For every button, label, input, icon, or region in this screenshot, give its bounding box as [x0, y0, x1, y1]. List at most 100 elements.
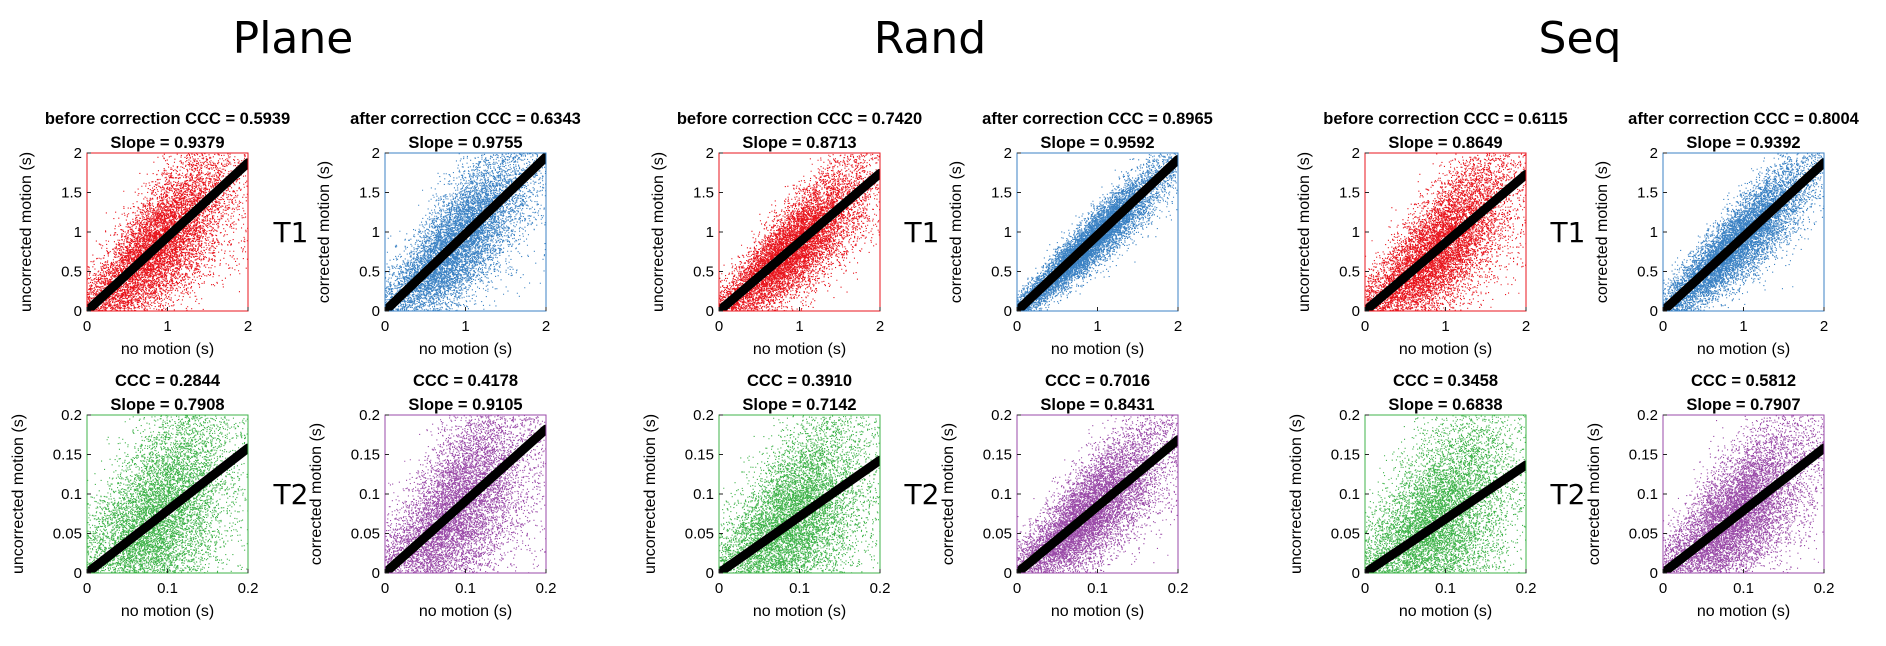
y-axis-label: corrected motion (s): [316, 161, 333, 303]
fit-line: [87, 163, 248, 311]
y-axis-label: uncorrected motion (s): [10, 414, 27, 574]
x-tick-label: 0: [1013, 580, 1021, 597]
x-tick-label: 0.2: [238, 580, 259, 597]
y-tick-label: 1: [706, 224, 714, 241]
panel-title-slope: Slope = 0.7142: [742, 396, 856, 414]
row-label-t2: T2: [1550, 478, 1586, 511]
y-tick-label: 1.5: [61, 185, 82, 202]
y-axis-label: uncorrected motion (s): [650, 152, 667, 312]
x-tick-label: 0: [1361, 318, 1369, 335]
panel-title-ccc: CCC = 0.3910: [747, 372, 852, 390]
x-tick-label: 0: [381, 580, 389, 597]
x-tick-label: 0.2: [870, 580, 891, 597]
x-tick-label: 0.1: [1733, 580, 1754, 597]
x-tick-label: 1: [163, 318, 171, 335]
y-tick-label: 0.05: [1331, 526, 1360, 543]
y-tick-label: 0.2: [991, 407, 1012, 424]
y-tick-label: 0.5: [1637, 264, 1658, 281]
y-tick-label: 0.2: [359, 407, 380, 424]
fit-line: [1663, 448, 1824, 573]
panel-title-ccc: before correction CCC = 0.6115: [1323, 110, 1567, 128]
panel-title-slope: Slope = 0.8713: [742, 134, 856, 152]
y-tick-label: 0.1: [1339, 486, 1360, 503]
y-tick-label: 1: [1650, 224, 1658, 241]
panel-title-ccc: CCC = 0.5812: [1691, 372, 1796, 390]
y-tick-label: 2: [706, 145, 714, 162]
x-tick-label: 2: [1522, 318, 1530, 335]
panel-title-slope: Slope = 0.9755: [408, 134, 522, 152]
fit-line: [1365, 174, 1526, 311]
x-tick-label: 1: [795, 318, 803, 335]
y-axis-label: corrected motion (s): [940, 423, 957, 565]
panel-title-slope: Slope = 0.9379: [110, 134, 224, 152]
x-tick-label: 0: [1013, 318, 1021, 335]
y-tick-label: 0: [74, 565, 82, 582]
y-tick-label: 0.2: [61, 407, 82, 424]
y-tick-label: 0.15: [1331, 447, 1360, 464]
x-tick-label: 0: [83, 580, 91, 597]
row-label-t2: T2: [273, 478, 309, 511]
panel-title-slope: Slope = 0.8649: [1388, 134, 1502, 152]
y-tick-label: 0.05: [53, 526, 82, 543]
y-tick-label: 0: [74, 303, 82, 320]
x-tick-label: 0: [715, 580, 723, 597]
x-tick-label: 0.2: [536, 580, 557, 597]
y-tick-label: 2: [1352, 145, 1360, 162]
y-tick-label: 0.5: [359, 264, 380, 281]
y-tick-label: 0.5: [991, 264, 1012, 281]
x-axis-label: no motion (s): [1697, 341, 1790, 358]
x-tick-label: 0.2: [1814, 580, 1835, 597]
y-tick-label: 2: [74, 145, 82, 162]
x-axis-label: no motion (s): [1697, 603, 1790, 620]
x-tick-label: 0: [381, 318, 389, 335]
x-tick-label: 2: [244, 318, 252, 335]
y-tick-label: 1: [74, 224, 82, 241]
scatter-points: [719, 415, 881, 574]
x-tick-label: 0: [1659, 318, 1667, 335]
y-tick-label: 0: [1004, 565, 1012, 582]
x-axis-label: no motion (s): [1051, 603, 1144, 620]
x-axis-label: no motion (s): [753, 603, 846, 620]
x-tick-label: 1: [1093, 318, 1101, 335]
y-tick-label: 0.15: [351, 447, 380, 464]
y-axis-label: uncorrected motion (s): [642, 414, 659, 574]
y-tick-label: 1.5: [1637, 185, 1658, 202]
y-axis-label: corrected motion (s): [1586, 423, 1603, 565]
y-axis-label: uncorrected motion (s): [1296, 152, 1313, 312]
y-tick-label: 0.15: [685, 447, 714, 464]
x-axis-label: no motion (s): [1399, 603, 1492, 620]
panel-title-ccc: CCC = 0.7016: [1045, 372, 1150, 390]
y-tick-label: 0.15: [983, 447, 1012, 464]
row-label-t2: T2: [904, 478, 940, 511]
panel-title-slope: Slope = 0.7907: [1686, 396, 1800, 414]
panel-title-ccc: after correction CCC = 0.8965: [982, 110, 1213, 128]
y-axis-label: uncorrected motion (s): [1288, 414, 1305, 574]
y-tick-label: 0.15: [53, 447, 82, 464]
y-tick-label: 0: [706, 565, 714, 582]
y-tick-label: 1: [372, 224, 380, 241]
row-label-t1: T1: [904, 216, 940, 249]
row-label-t1: T1: [1550, 216, 1586, 249]
y-tick-label: 0.5: [61, 264, 82, 281]
x-tick-label: 0.1: [1435, 580, 1456, 597]
y-axis-label: corrected motion (s): [1594, 161, 1611, 303]
x-tick-label: 1: [1739, 318, 1747, 335]
panel-title-slope: Slope = 0.9105: [408, 396, 522, 414]
panel-title-slope: Slope = 0.8431: [1040, 396, 1154, 414]
y-tick-label: 0: [1352, 303, 1360, 320]
x-tick-label: 2: [876, 318, 884, 335]
x-axis-label: no motion (s): [1399, 341, 1492, 358]
x-tick-label: 0: [1659, 580, 1667, 597]
panel-title-slope: Slope = 0.9392: [1686, 134, 1800, 152]
x-axis-label: no motion (s): [753, 341, 846, 358]
y-tick-label: 0.05: [685, 526, 714, 543]
y-tick-label: 0.05: [351, 526, 380, 543]
x-axis-label: no motion (s): [1051, 341, 1144, 358]
y-tick-label: 0: [372, 565, 380, 582]
panel-title-slope: Slope = 0.9592: [1040, 134, 1154, 152]
